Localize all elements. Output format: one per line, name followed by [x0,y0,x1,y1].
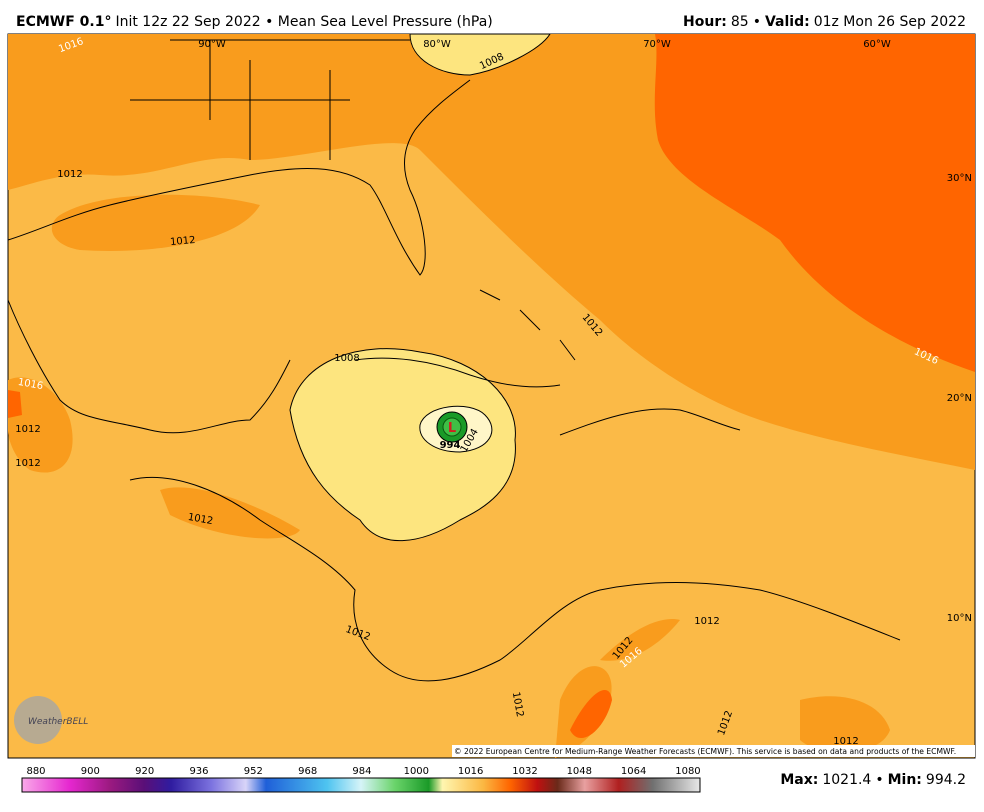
contour-label: 994 [440,440,461,451]
header-part: ECMWF 0.1° [16,14,111,30]
contour-label: 1012 [15,424,40,435]
colorbar-tick-label: 968 [298,766,317,777]
longitude-label: 90°W [198,39,226,50]
latitude-label: 10°N [947,613,972,624]
copyright: © 2022 European Centre for Medium-Range … [454,747,956,756]
colorbar-tick-label: 1064 [621,766,646,777]
colorbar-tick-label: 1048 [567,766,592,777]
colorbar-tick-label: 920 [135,766,154,777]
header-part: Valid: [765,14,810,30]
contour-label: 1012 [187,512,214,527]
header-part: 1021.4 [822,772,871,788]
copyright-background [452,745,975,757]
low-pressure-region [289,348,516,542]
low-pressure-region [409,33,551,76]
very-high-pressure-region [570,690,612,739]
colorbar-tick-label: 952 [244,766,263,777]
header-part: • [753,14,761,30]
high-pressure-region [600,619,680,661]
logo-icon [14,696,62,744]
header-text: ECMWF 0.1° Init 12z 22 Sep 2022 • Mean Se… [16,14,493,30]
logo: WeatherBELL [28,717,88,727]
colorbar-tick-label: 984 [352,766,371,777]
colorbar-tick-label: 1016 [458,766,483,777]
contour-label: 1012 [694,616,719,627]
high-pressure-region [8,377,73,473]
low-center [442,417,462,437]
very-high-pressure-region [8,390,22,418]
header-text: Hour: 85 • Valid: 01z Mon 26 Sep 2022 [683,14,966,30]
header-part: • [875,772,883,788]
colorbar-tick-label: 900 [81,766,100,777]
map: 90°W 80°W 70°W 60°W 30°N 20°N 10°N 1016 1008 1012… [7,33,976,759]
header-part: Min: [888,772,922,788]
header-part: 85 [731,14,749,30]
latitude-label: 30°N [947,173,972,184]
low-marker: L [448,421,456,436]
contour-label: 1008 [334,353,359,364]
longitude-label: 70°W [643,39,671,50]
colorbar: 880 900 920 936 952 968 984 1000 1016 1032 1048 106… [21,766,701,793]
colorbar-tick-label: 1000 [404,766,429,777]
high-pressure-region [800,696,890,753]
longitude-label: 80°W [423,39,451,50]
latitude-label: 20°N [947,393,972,404]
high-pressure-region [160,487,300,539]
header-text: Max: 1021.4 • Min: 994.2 [780,772,966,788]
colorbar-scale [21,777,701,793]
colorbar-tick-label: 1032 [512,766,537,777]
very-high-pressure-region [654,34,975,372]
contour-label: 1012 [510,691,525,718]
header-part: Init 12z 22 Sep 2022 • Mean Sea Level Pr… [115,14,492,30]
colorbar-tick-label: 936 [189,766,208,777]
high-pressure-region [51,194,260,251]
header-part: Hour: [683,14,727,30]
colorbar-tick-label: 880 [26,766,45,777]
colorbar-tick-label: 1080 [675,766,700,777]
header-part: 01z Mon 26 Sep 2022 [814,14,966,30]
contour-label: 1012 [57,169,82,180]
contour-label: 1012 [833,736,858,747]
longitude-label: 60°W [863,39,891,50]
header-part: Max: [780,772,818,788]
contour-label: 1012 [15,458,40,469]
coastlines [7,39,901,682]
contour-label: 1012 [170,235,196,248]
header-part: 994.2 [926,772,966,788]
contour-label: 1016 [17,377,44,392]
